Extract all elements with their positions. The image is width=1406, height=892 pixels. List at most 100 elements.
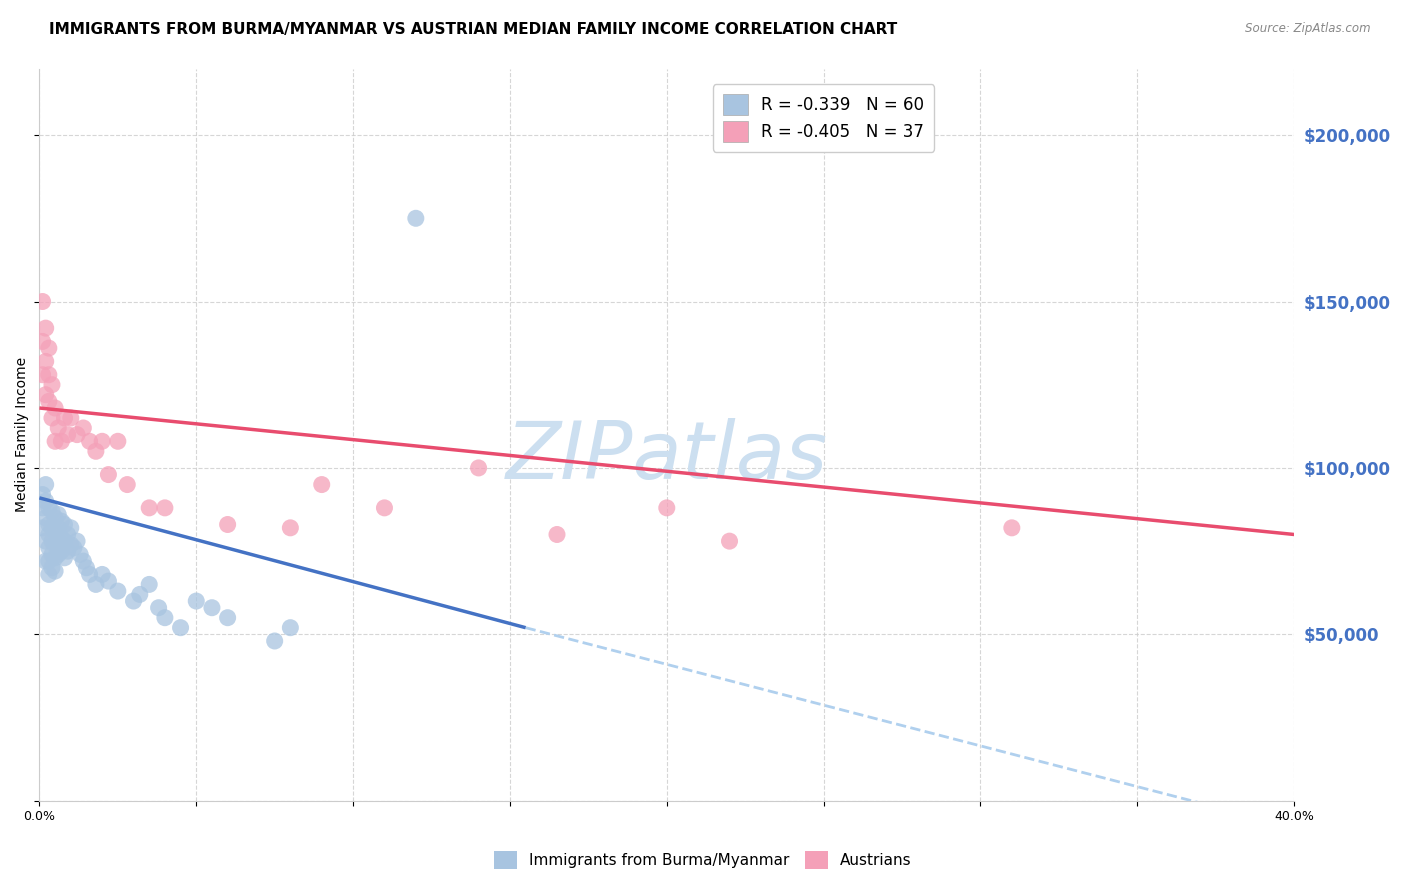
Point (79, 567, 101, 582)
Point (46, 421, 69, 435)
Point (51, 514, 73, 528)
Point (76, 561, 98, 575)
Point (31, 487, 53, 501)
Point (38, 541, 60, 555)
Point (51, 434, 73, 449)
Text: Source: ZipAtlas.com: Source: ZipAtlas.com (1246, 22, 1371, 36)
Point (138, 577, 160, 591)
Point (56, 527, 79, 541)
Point (280, 621, 302, 635)
Legend: Immigrants from Burma/Myanmar, Austrians: Immigrants from Burma/Myanmar, Austrians (488, 845, 918, 875)
Point (44, 434, 66, 449)
Point (148, 600, 170, 615)
Point (34, 511, 56, 525)
Point (373, 500, 395, 515)
Point (405, 211, 427, 226)
Point (169, 621, 191, 635)
Point (128, 587, 150, 601)
Point (97, 467, 120, 482)
Point (46, 508, 69, 522)
Point (63, 541, 86, 555)
Point (38, 554, 60, 568)
Point (51, 544, 73, 558)
Point (153, 500, 176, 515)
Point (41, 377, 63, 392)
Point (34, 554, 56, 568)
Point (31, 521, 53, 535)
Point (59, 411, 82, 425)
Text: ZIPatlas: ZIPatlas (506, 417, 828, 496)
Point (31, 368, 53, 382)
Text: IMMIGRANTS FROM BURMA/MYANMAR VS AUSTRIAN MEDIAN FAMILY INCOME CORRELATION CHART: IMMIGRANTS FROM BURMA/MYANMAR VS AUSTRIA… (49, 22, 897, 37)
Point (38, 500, 60, 515)
Point (53, 411, 76, 425)
Point (59, 537, 82, 551)
Point (41, 534, 63, 549)
Point (66, 427, 89, 442)
Point (467, 461, 489, 475)
Point (41, 561, 63, 575)
Point (44, 537, 66, 551)
Point (117, 477, 139, 491)
Legend: R = -0.339   N = 60, R = -0.405   N = 37: R = -0.339 N = 60, R = -0.405 N = 37 (713, 84, 935, 152)
Point (31, 294, 53, 309)
Point (79, 434, 101, 449)
Point (91, 567, 114, 582)
Point (84, 444, 107, 458)
Point (44, 550, 66, 565)
Point (186, 594, 208, 608)
Point (56, 427, 79, 442)
Point (263, 634, 285, 648)
Point (44, 401, 66, 415)
Point (46, 534, 69, 549)
Point (84, 577, 107, 591)
Point (53, 517, 76, 532)
Point (280, 521, 302, 535)
Point (153, 610, 176, 624)
Point (97, 574, 120, 588)
Point (44, 564, 66, 578)
Point (34, 354, 56, 368)
Point (34, 494, 56, 508)
Point (31, 500, 53, 515)
Point (655, 500, 678, 515)
Point (56, 544, 79, 558)
Point (53, 550, 76, 565)
Y-axis label: Median Family Income: Median Family Income (15, 357, 30, 512)
Point (44, 511, 66, 525)
Point (72, 554, 94, 568)
Point (53, 534, 76, 549)
Point (38, 394, 60, 409)
Point (217, 517, 239, 532)
Point (46, 548, 69, 562)
Point (34, 477, 56, 491)
Point (72, 421, 94, 435)
Point (1001, 521, 1024, 535)
Point (51, 531, 73, 545)
Point (41, 504, 63, 518)
Point (38, 517, 60, 532)
Point (718, 534, 741, 549)
Point (41, 521, 63, 535)
Point (38, 567, 60, 582)
Point (217, 610, 239, 624)
Point (311, 477, 333, 491)
Point (34, 534, 56, 549)
Point (122, 594, 145, 608)
Point (34, 387, 56, 401)
Point (69, 548, 91, 562)
Point (107, 584, 129, 599)
Point (59, 521, 82, 535)
Point (41, 548, 63, 562)
Point (546, 527, 568, 541)
Point (66, 534, 89, 549)
Point (44, 524, 66, 538)
Point (107, 434, 129, 449)
Point (31, 334, 53, 349)
Point (138, 500, 160, 515)
Point (38, 368, 60, 382)
Point (91, 434, 114, 449)
Point (201, 600, 224, 615)
Point (34, 321, 56, 335)
Point (46, 521, 69, 535)
